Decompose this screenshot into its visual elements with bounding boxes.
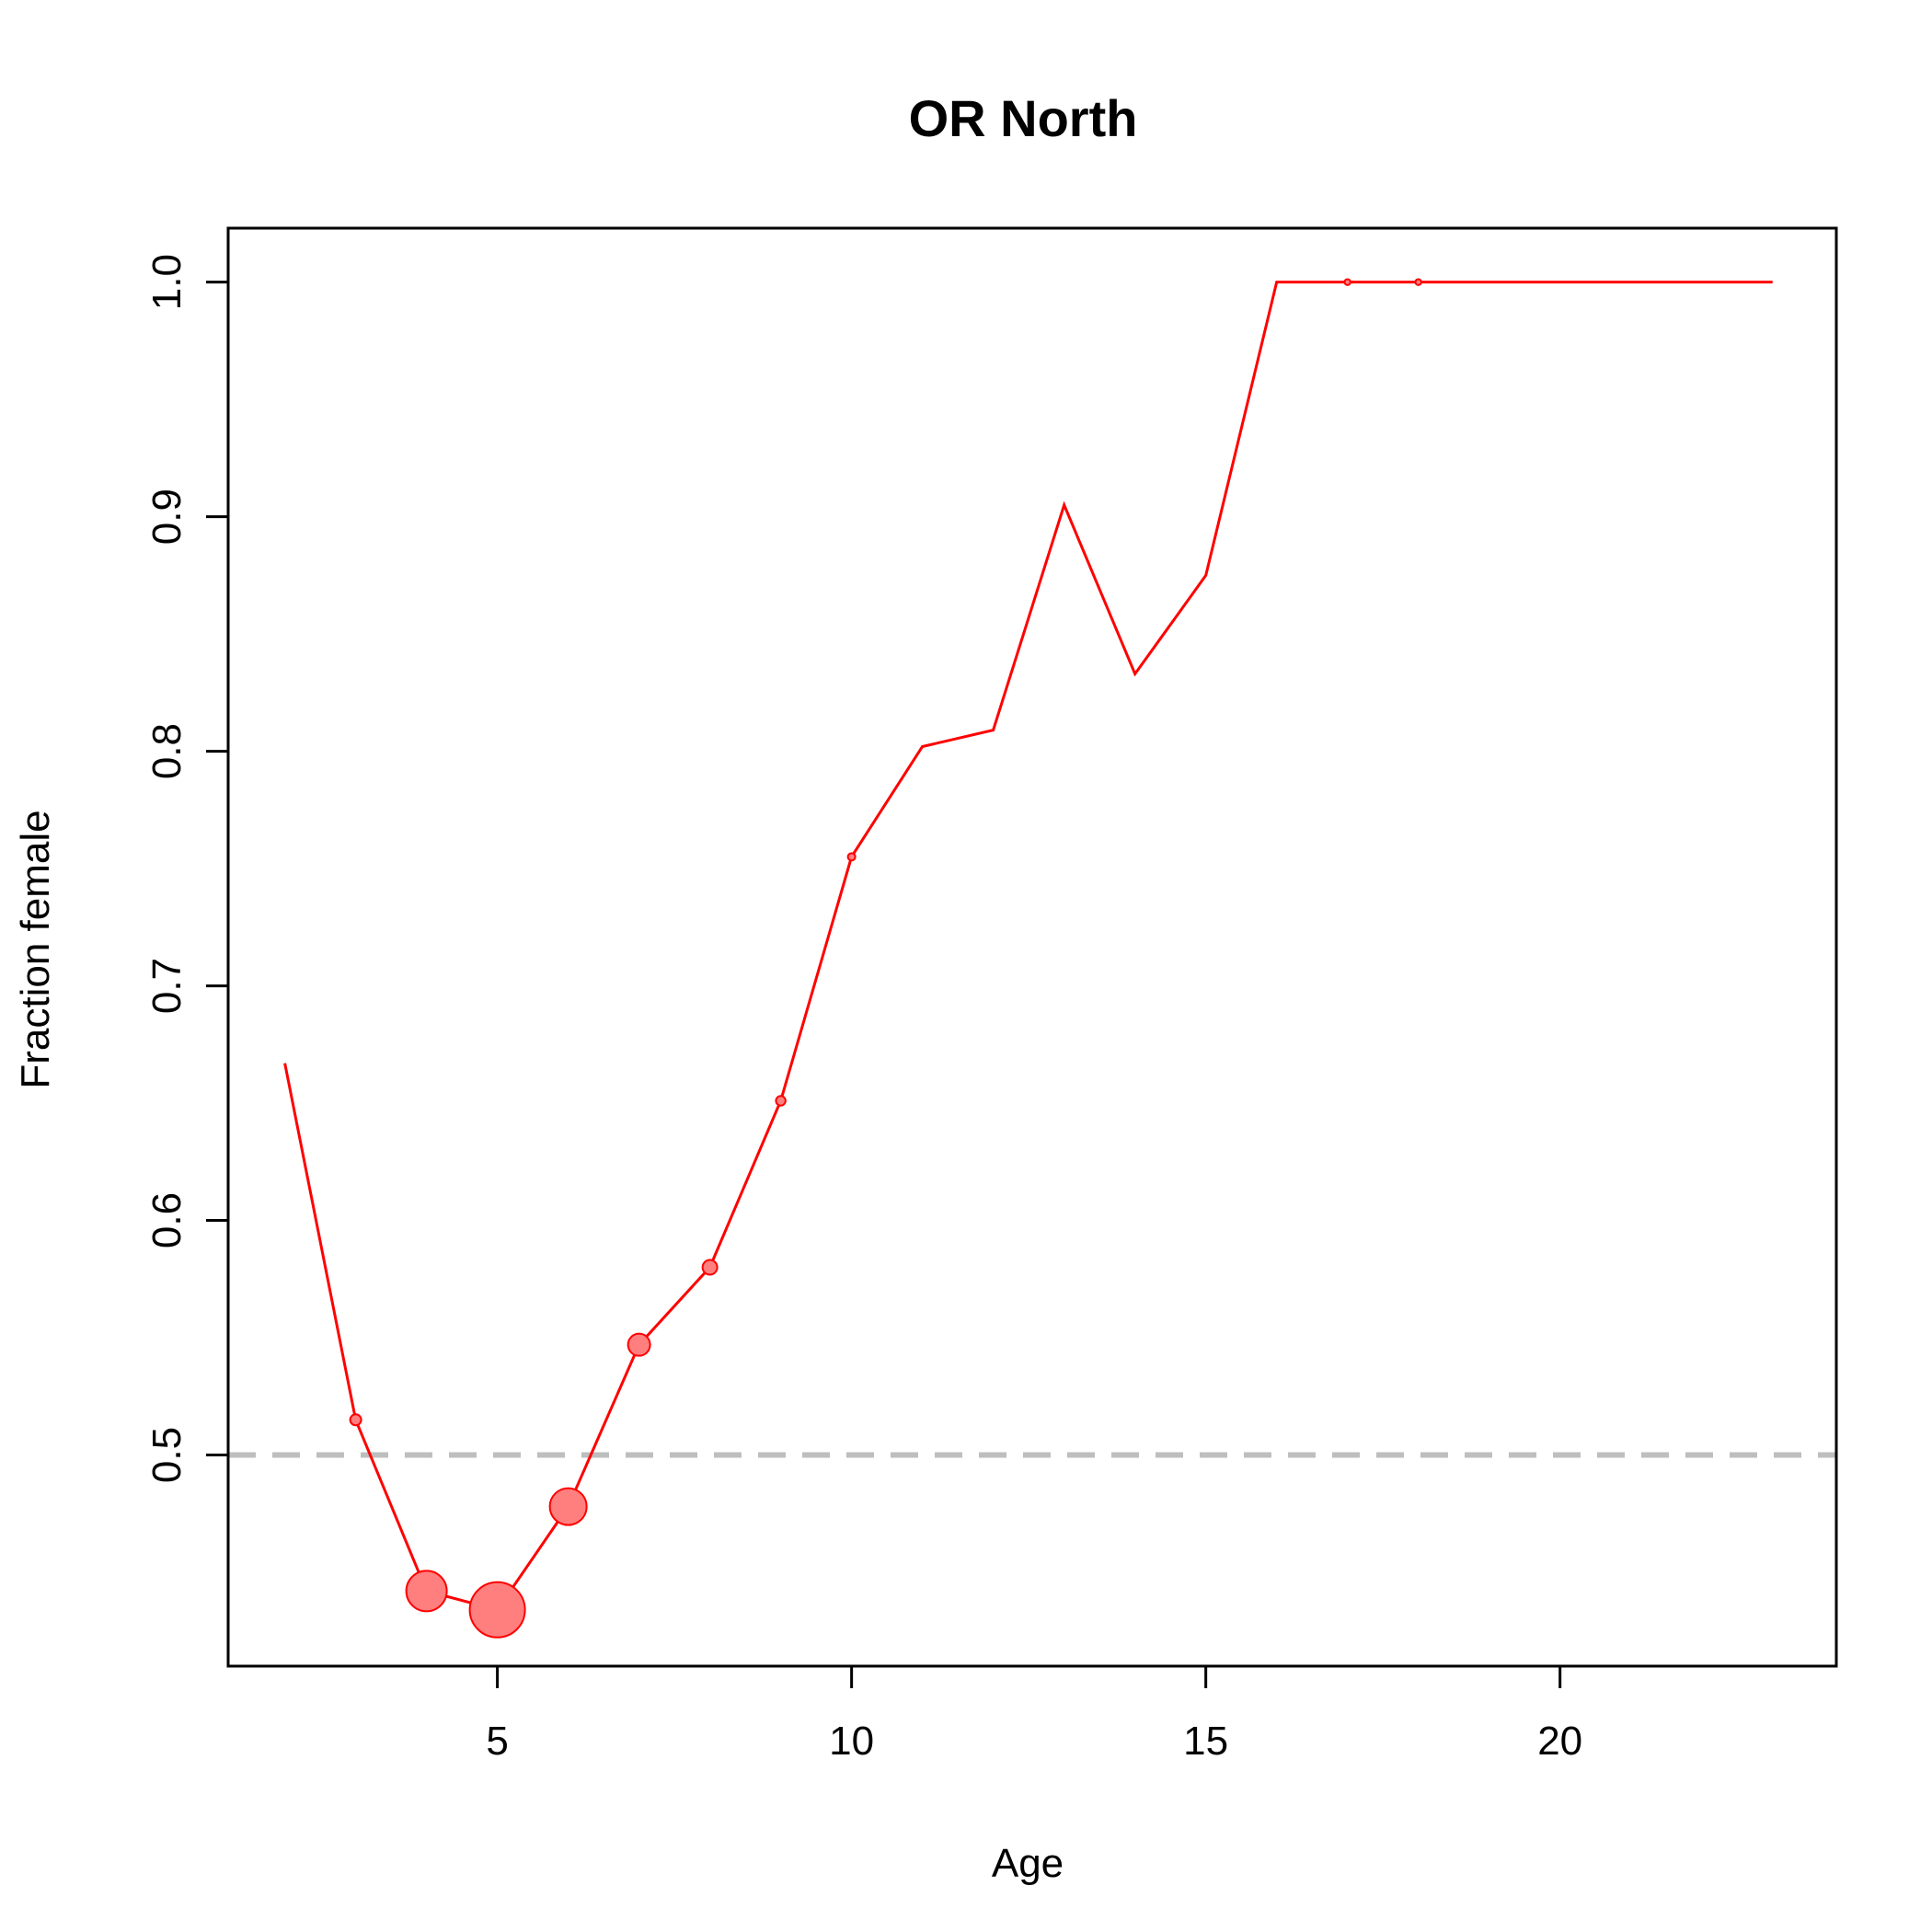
y-tick-label-0.7: 0.7 — [144, 958, 190, 1014]
y-tick-label-1: 1.0 — [144, 254, 190, 310]
y-tick-label-0.6: 0.6 — [144, 1192, 190, 1248]
data-point-age-10 — [846, 852, 857, 862]
y-axis: 0.5 0.6 0.7 0.8 0.9 1.0 — [144, 254, 230, 1483]
data-point-age-17 — [1343, 278, 1351, 286]
plot-box — [226, 226, 1838, 1668]
x-tick-label-10: 10 — [829, 1719, 874, 1764]
series-line — [283, 281, 1773, 1612]
y-axis-label: Fraction female — [13, 810, 58, 1088]
x-axis-label: Age — [992, 1841, 1064, 1886]
x-axis: 5 10 15 20 — [486, 1664, 1582, 1764]
plot-elements — [228, 278, 1836, 1639]
y-tick-label-0.8: 0.8 — [144, 723, 190, 779]
x-tick-label-20: 20 — [1537, 1719, 1582, 1764]
y-tick-label-0.5: 0.5 — [144, 1427, 190, 1483]
data-point-age-18 — [1414, 278, 1422, 286]
x-tick-label-5: 5 — [486, 1719, 508, 1764]
data-point-age-4 — [405, 1570, 448, 1613]
x-tick-label-15: 15 — [1183, 1719, 1228, 1764]
y-tick-label-0.9: 0.9 — [144, 489, 190, 545]
data-point-age-9 — [775, 1095, 787, 1107]
chart-title: OR North — [909, 89, 1138, 147]
data-point-age-8 — [701, 1259, 719, 1276]
data-point-age-6 — [548, 1487, 588, 1526]
data-point-age-7 — [627, 1332, 651, 1357]
data-point-age-3 — [349, 1413, 362, 1427]
data-point-age-5 — [468, 1581, 526, 1639]
